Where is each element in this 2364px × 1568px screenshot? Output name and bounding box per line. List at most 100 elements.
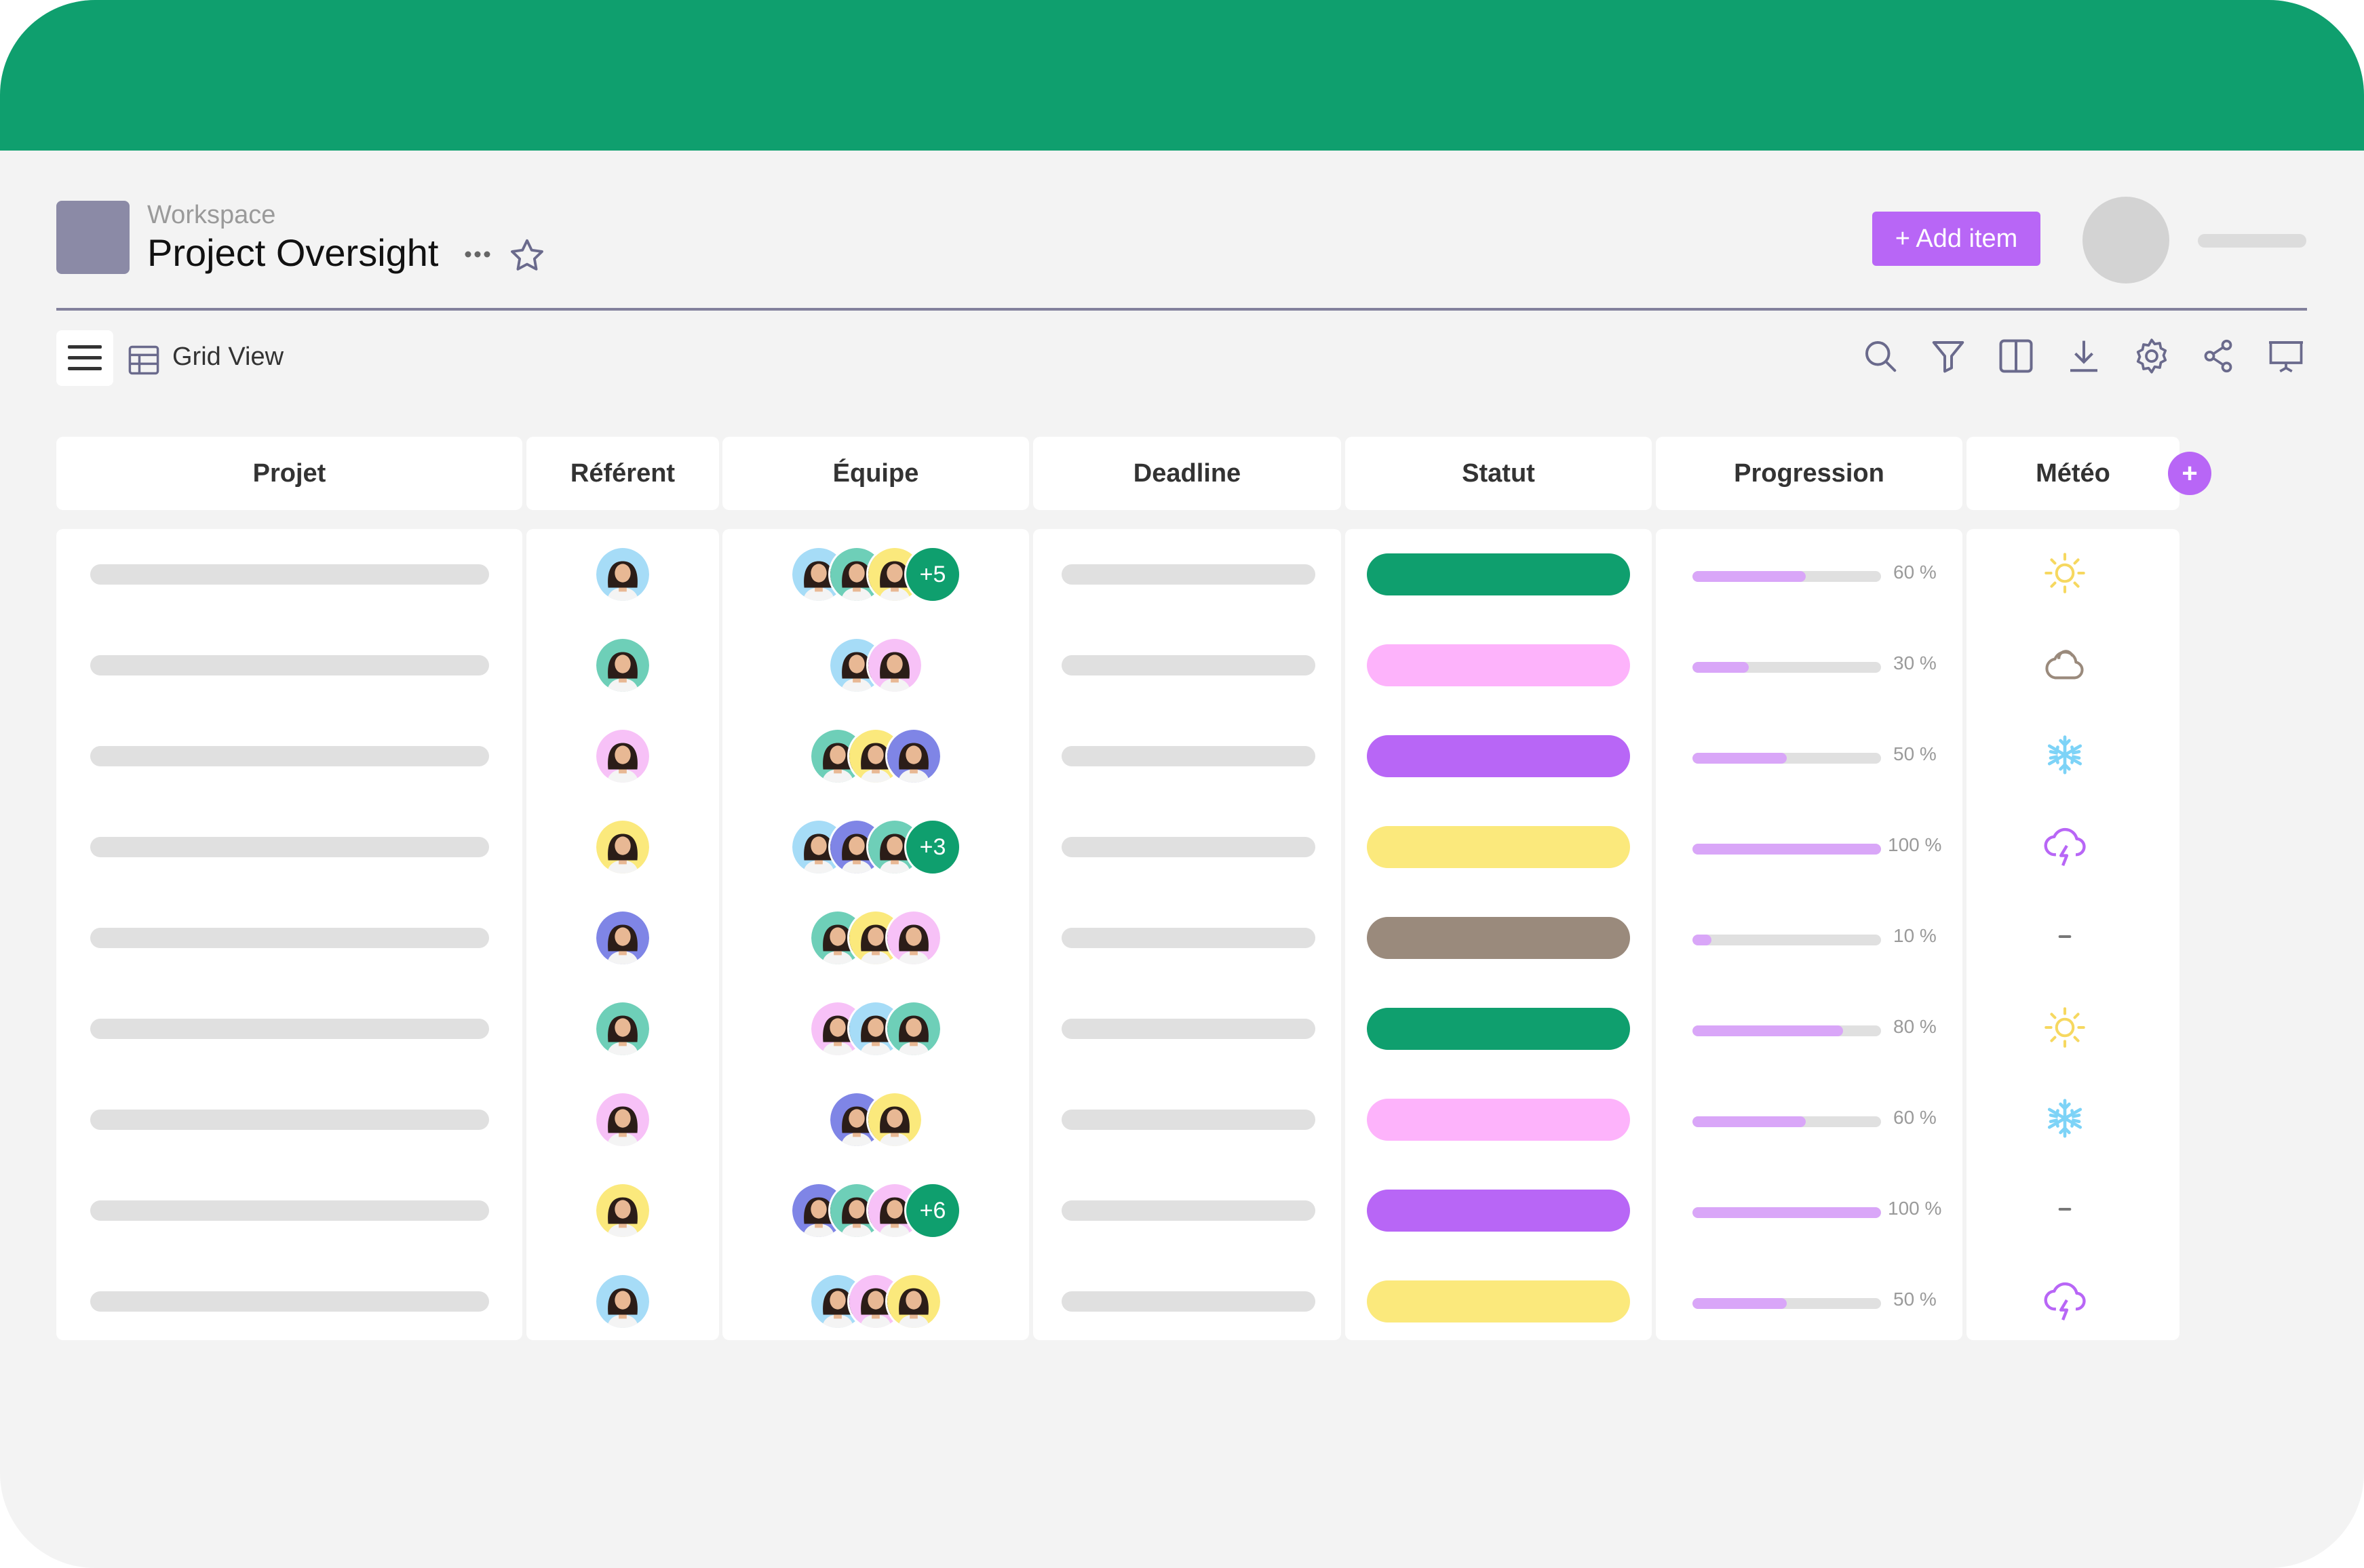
weather-cell[interactable] bbox=[1966, 1256, 2179, 1347]
dash-icon[interactable] bbox=[2041, 913, 2089, 960]
sun-icon[interactable] bbox=[2041, 549, 2089, 597]
more-options-icon[interactable] bbox=[461, 244, 494, 264]
table-icon[interactable] bbox=[126, 342, 161, 378]
filter-icon[interactable] bbox=[1928, 336, 1969, 376]
status-cell[interactable] bbox=[1345, 529, 1652, 620]
status-pill[interactable] bbox=[1367, 735, 1630, 777]
status-cell[interactable] bbox=[1345, 620, 1652, 711]
table-row[interactable] bbox=[56, 529, 522, 620]
deadline-cell[interactable] bbox=[1033, 893, 1341, 983]
deadline-cell[interactable] bbox=[1033, 620, 1341, 711]
team-cell[interactable] bbox=[722, 711, 1029, 802]
table-row[interactable] bbox=[56, 983, 522, 1074]
deadline-cell[interactable] bbox=[1033, 1074, 1341, 1165]
status-pill[interactable] bbox=[1367, 1190, 1630, 1232]
deadline-cell[interactable] bbox=[1033, 1165, 1341, 1256]
team-cell[interactable] bbox=[722, 983, 1029, 1074]
referent-avatar[interactable] bbox=[594, 1091, 651, 1148]
column-header-statut[interactable]: Statut bbox=[1345, 437, 1652, 510]
referent-cell[interactable] bbox=[526, 529, 719, 620]
status-cell[interactable] bbox=[1345, 1256, 1652, 1347]
dash-icon[interactable] bbox=[2041, 1185, 2089, 1233]
column-header-equipe[interactable]: Équipe bbox=[722, 437, 1029, 510]
search-icon[interactable] bbox=[1860, 336, 1901, 376]
split-view-icon[interactable] bbox=[1996, 336, 2036, 376]
menu-button[interactable] bbox=[56, 330, 113, 386]
column-header-progression[interactable]: Progression bbox=[1656, 437, 1962, 510]
table-row[interactable] bbox=[56, 620, 522, 711]
sun-icon[interactable] bbox=[2041, 1004, 2089, 1051]
deadline-cell[interactable] bbox=[1033, 983, 1341, 1074]
status-pill[interactable] bbox=[1367, 553, 1630, 595]
team-member-avatar[interactable] bbox=[885, 728, 942, 785]
referent-cell[interactable] bbox=[526, 802, 719, 893]
table-row[interactable] bbox=[56, 1074, 522, 1165]
settings-icon[interactable] bbox=[2131, 336, 2172, 376]
workspace-avatar[interactable] bbox=[56, 201, 130, 274]
referent-avatar[interactable] bbox=[594, 909, 651, 966]
status-pill[interactable] bbox=[1367, 644, 1630, 686]
referent-cell[interactable] bbox=[526, 711, 719, 802]
referent-avatar[interactable] bbox=[594, 819, 651, 876]
weather-cell[interactable] bbox=[1966, 1074, 2179, 1165]
column-header-meteo[interactable]: Météo bbox=[1966, 437, 2179, 510]
status-pill[interactable] bbox=[1367, 1008, 1630, 1050]
referent-cell[interactable] bbox=[526, 893, 719, 983]
column-header-deadline[interactable]: Deadline bbox=[1033, 437, 1341, 510]
weather-cell[interactable] bbox=[1966, 620, 2179, 711]
team-cell[interactable]: +5 bbox=[722, 529, 1029, 620]
team-member-avatar[interactable] bbox=[885, 909, 942, 966]
add-column-button[interactable]: + bbox=[2168, 452, 2211, 495]
weather-cell[interactable] bbox=[1966, 893, 2179, 983]
referent-avatar[interactable] bbox=[594, 1273, 651, 1330]
table-row[interactable] bbox=[56, 802, 522, 893]
view-label[interactable]: Grid View bbox=[172, 342, 284, 371]
weather-cell[interactable] bbox=[1966, 983, 2179, 1074]
table-row[interactable] bbox=[56, 893, 522, 983]
download-icon[interactable] bbox=[2063, 336, 2104, 376]
snowflake-icon[interactable] bbox=[2041, 731, 2089, 779]
weather-cell[interactable] bbox=[1966, 1165, 2179, 1256]
referent-avatar[interactable] bbox=[594, 546, 651, 603]
deadline-cell[interactable] bbox=[1033, 1256, 1341, 1347]
star-icon[interactable] bbox=[507, 236, 547, 275]
status-pill[interactable] bbox=[1367, 917, 1630, 959]
table-row[interactable] bbox=[56, 711, 522, 802]
table-row[interactable] bbox=[56, 1165, 522, 1256]
deadline-cell[interactable] bbox=[1033, 529, 1341, 620]
deadline-cell[interactable] bbox=[1033, 802, 1341, 893]
weather-cell[interactable] bbox=[1966, 529, 2179, 620]
referent-cell[interactable] bbox=[526, 1074, 719, 1165]
team-member-avatar[interactable] bbox=[885, 1000, 942, 1057]
team-cell[interactable] bbox=[722, 1256, 1029, 1347]
storm-icon[interactable] bbox=[2041, 822, 2089, 869]
status-cell[interactable] bbox=[1345, 1165, 1652, 1256]
column-header-referent[interactable]: Référent bbox=[526, 437, 719, 510]
status-pill[interactable] bbox=[1367, 826, 1630, 868]
team-member-avatar[interactable] bbox=[866, 1091, 923, 1148]
storm-icon[interactable] bbox=[2041, 1276, 2089, 1324]
referent-cell[interactable] bbox=[526, 620, 719, 711]
team-cell[interactable] bbox=[722, 1074, 1029, 1165]
team-cell[interactable]: +6 bbox=[722, 1165, 1029, 1256]
team-member-avatar[interactable] bbox=[885, 1273, 942, 1330]
status-pill[interactable] bbox=[1367, 1280, 1630, 1322]
referent-avatar[interactable] bbox=[594, 637, 651, 694]
status-pill[interactable] bbox=[1367, 1099, 1630, 1141]
team-more-badge[interactable]: +6 bbox=[904, 1182, 961, 1239]
table-row[interactable] bbox=[56, 1256, 522, 1347]
referent-avatar[interactable] bbox=[594, 1182, 651, 1239]
status-cell[interactable] bbox=[1345, 983, 1652, 1074]
status-cell[interactable] bbox=[1345, 1074, 1652, 1165]
referent-cell[interactable] bbox=[526, 983, 719, 1074]
team-cell[interactable] bbox=[722, 893, 1029, 983]
snowflake-icon[interactable] bbox=[2041, 1095, 2089, 1142]
deadline-cell[interactable] bbox=[1033, 711, 1341, 802]
share-icon[interactable] bbox=[2198, 336, 2239, 376]
status-cell[interactable] bbox=[1345, 711, 1652, 802]
present-icon[interactable] bbox=[2266, 336, 2306, 376]
referent-cell[interactable] bbox=[526, 1256, 719, 1347]
team-cell[interactable]: +3 bbox=[722, 802, 1029, 893]
cloud-icon[interactable] bbox=[2041, 640, 2089, 688]
team-more-badge[interactable]: +5 bbox=[904, 546, 961, 603]
